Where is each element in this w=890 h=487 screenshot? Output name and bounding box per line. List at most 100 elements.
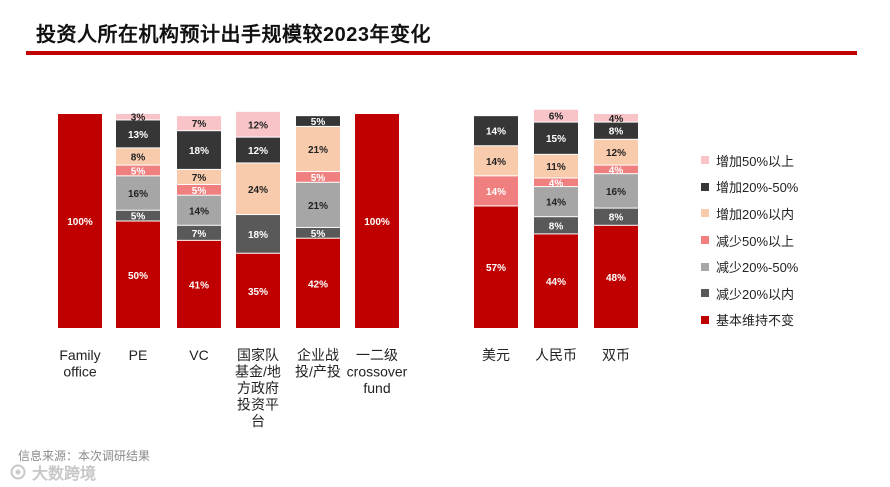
legend-swatch: [701, 262, 709, 271]
data-label: 14%: [486, 127, 506, 138]
bar-segment: [296, 116, 340, 126]
data-label: 16%: [128, 189, 148, 200]
bar-segment: [177, 225, 221, 240]
legend-item: 减少20%以内: [701, 280, 798, 307]
data-label: 41%: [189, 280, 209, 291]
data-label: 5%: [192, 186, 207, 197]
data-label: 21%: [308, 201, 328, 212]
legend-swatch: [701, 209, 709, 218]
category-label: Family: [59, 347, 100, 363]
watermark: 大数跨境: [10, 460, 96, 484]
data-label: 57%: [486, 263, 506, 274]
bar-segment: [296, 238, 340, 328]
data-label: 42%: [308, 279, 328, 290]
category-label: 基金/地: [235, 364, 281, 380]
data-label: 24%: [248, 185, 268, 196]
bar-segment: [116, 165, 160, 176]
data-label: 5%: [311, 229, 326, 240]
legend-label: 减少20%以内: [716, 286, 795, 302]
bar-segment: [474, 206, 518, 328]
bar-segment: [116, 176, 160, 210]
bar-segment: [116, 120, 160, 148]
category-label: office: [63, 364, 96, 380]
data-label: 8%: [609, 127, 624, 138]
chart-title: 投资人所在机构预计出手规模较2023年变化: [36, 24, 431, 46]
chart-legend: 增加50%以上 增加20%-50% 增加20%以内 减少50%以上 减少20%-50% 减…: [701, 147, 798, 333]
legend-swatch: [701, 182, 709, 191]
data-label: 7%: [192, 229, 207, 240]
bar-segment: [534, 187, 578, 217]
category-label: 美元: [482, 347, 510, 363]
bar-segment: [296, 227, 340, 238]
category-label: 双币: [602, 347, 630, 363]
data-label: 5%: [131, 166, 146, 177]
data-label: 14%: [546, 198, 566, 209]
bar-segment: [236, 111, 280, 137]
legend-label: 减少50%以上: [716, 233, 795, 249]
bar-segment: [594, 165, 638, 174]
data-label: 14%: [486, 157, 506, 168]
data-label: 50%: [128, 271, 148, 282]
category-label: 方政府: [237, 380, 279, 396]
data-label: 7%: [192, 119, 207, 130]
title-underline: [26, 51, 857, 55]
legend-item: 基本维持不变: [701, 307, 798, 334]
data-label: 14%: [486, 187, 506, 198]
bar-segment: [474, 146, 518, 176]
data-label: 35%: [248, 287, 268, 298]
data-label: 6%: [549, 112, 564, 123]
data-label: 15%: [546, 134, 566, 145]
bar-segment: [296, 172, 340, 182]
bar-segment: [296, 182, 340, 227]
data-label: 13%: [128, 130, 148, 141]
bar-segment: [594, 174, 638, 208]
data-label: 5%: [311, 117, 326, 128]
category-label: 投资平: [237, 397, 279, 413]
bar-segment: [177, 169, 221, 184]
data-label: 5%: [311, 173, 326, 184]
bar-segment: [534, 234, 578, 328]
bar-segment: [474, 176, 518, 206]
data-label: 100%: [364, 217, 390, 228]
bar-segment: [177, 240, 221, 328]
data-label: 4%: [549, 178, 564, 189]
legend-item: 减少50%以上: [701, 227, 798, 254]
legend-swatch: [701, 156, 709, 165]
data-label: 4%: [609, 114, 624, 125]
legend-item: 增加20%-50%: [701, 174, 798, 201]
data-label: 12%: [248, 146, 268, 157]
bar-segment: [594, 139, 638, 165]
category-label: PE: [129, 347, 148, 363]
bar-segment: [177, 116, 221, 131]
data-label: 8%: [131, 153, 146, 164]
legend-swatch: [701, 289, 709, 298]
watermark-text: 大数跨境: [32, 466, 97, 483]
data-label: 44%: [546, 277, 566, 288]
data-label: 21%: [308, 145, 328, 156]
data-label: 3%: [131, 113, 146, 124]
bar-segment: [116, 148, 160, 165]
bar-segment: [534, 154, 578, 178]
data-label: 8%: [549, 221, 564, 232]
category-label: VC: [189, 347, 208, 363]
bar-segment: [296, 126, 340, 172]
bar-segment: [236, 215, 280, 253]
legend-item: 减少20%-50%: [701, 253, 798, 280]
legend-label: 增加50%以上: [716, 153, 795, 169]
data-label: 100%: [67, 217, 93, 228]
data-label: 14%: [189, 206, 209, 217]
bar-segment: [116, 114, 160, 120]
data-label: 18%: [189, 146, 209, 157]
bar-segment: [236, 137, 280, 163]
bar-segment: [355, 114, 399, 328]
data-label: 16%: [606, 187, 626, 198]
data-label: 12%: [606, 148, 626, 159]
bar-segment: [534, 217, 578, 234]
category-label: crossover: [347, 364, 408, 380]
data-label: 11%: [546, 162, 566, 173]
bar-segment: [177, 184, 221, 195]
bar-segment: [534, 109, 578, 122]
data-label: 18%: [248, 230, 268, 241]
category-label: 国家队: [237, 347, 279, 363]
